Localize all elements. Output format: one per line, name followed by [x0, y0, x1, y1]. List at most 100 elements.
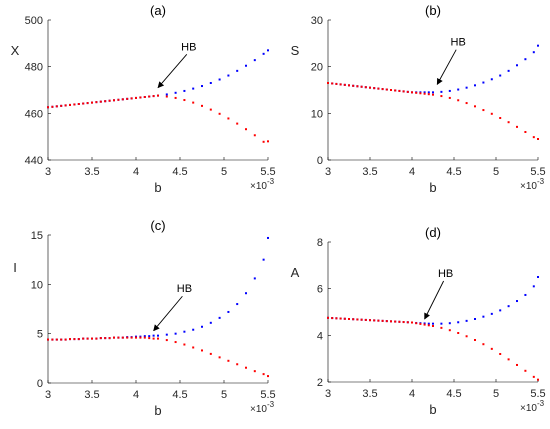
data-point [126, 336, 129, 339]
x-tick-label: 4.5 [446, 388, 461, 400]
data-point [201, 349, 203, 352]
series-upper [327, 276, 539, 325]
data-point [201, 325, 203, 328]
data-point [532, 136, 535, 139]
annotation-arrow [153, 295, 183, 332]
data-point [343, 83, 346, 86]
chart-panel-2: 3 3.5 4 4.5 5 5.5 0 10 20 30 (b) b S ×10-3 HB [291, 3, 546, 195]
data-point [218, 112, 221, 115]
x-tick-label: 5 [493, 388, 499, 400]
y-tick-label: 4 [317, 330, 323, 342]
data-point [327, 82, 329, 84]
data-point [423, 322, 426, 325]
data-point [360, 318, 363, 321]
data-point [82, 337, 85, 340]
data-point [490, 78, 493, 81]
annotation-arrow [424, 280, 445, 320]
data-point [192, 346, 195, 349]
data-point [516, 363, 518, 366]
data-point [427, 93, 430, 96]
y-tick-label: 5 [37, 329, 43, 341]
data-point [448, 96, 451, 99]
data-point [209, 352, 212, 355]
series-upper [327, 44, 539, 94]
data-point [148, 337, 151, 340]
data-point [348, 318, 350, 320]
data-point [423, 92, 426, 95]
data-point [360, 85, 363, 88]
data-point [157, 334, 159, 337]
data-point [64, 104, 67, 107]
chart-panel-1: 3 3.5 4 4.5 5 5.5 440 460 480 500 (a) b X ×10-3 HB [11, 3, 276, 195]
x-exponent-power: -3 [267, 400, 275, 409]
y-tick-label: 8 [317, 237, 323, 249]
data-point [440, 95, 443, 98]
data-point [99, 337, 102, 340]
data-point [432, 325, 434, 327]
x-axis-label: b [429, 180, 436, 195]
data-point [227, 117, 230, 120]
data-point [457, 88, 460, 91]
data-point [64, 338, 67, 341]
data-point [381, 319, 384, 322]
data-point [419, 322, 422, 325]
data-point [209, 108, 212, 111]
data-point [432, 322, 434, 325]
data-point [394, 89, 397, 92]
data-point [104, 337, 107, 340]
y-tick-label: 6 [317, 284, 323, 296]
data-point [218, 78, 221, 81]
chart-panel-4: 3 3.5 4 4.5 5 5.5 2 4 6 8 (d) b A ×10-3 HB [291, 225, 546, 417]
data-point [532, 375, 535, 378]
y-tick-label: 0 [317, 155, 323, 167]
x-tick-label: 3.5 [84, 166, 99, 178]
data-point [69, 103, 71, 106]
data-point [253, 277, 256, 280]
data-point [507, 69, 510, 72]
annotation-label: HB [451, 37, 466, 49]
data-point [482, 109, 485, 112]
data-point [183, 330, 186, 333]
data-point [73, 338, 76, 341]
data-point [474, 339, 476, 341]
data-point [402, 321, 405, 324]
data-point [537, 44, 539, 47]
data-point [165, 95, 168, 98]
x-axis-label: b [154, 403, 161, 418]
y-tick-label: 0 [37, 378, 43, 390]
annotation-arrow [436, 49, 457, 85]
x-tick-label: 5 [493, 166, 499, 178]
data-point [117, 98, 120, 101]
data-point [390, 320, 392, 323]
series-upper [47, 49, 269, 109]
data-point [121, 98, 124, 101]
y-tick-label: 440 [25, 155, 43, 167]
data-point [423, 91, 426, 94]
data-point [152, 95, 155, 98]
data-point [47, 106, 49, 109]
y-axis-label: X [11, 43, 20, 58]
annotation-label: HB [181, 41, 196, 53]
data-point [448, 322, 451, 325]
data-point [227, 74, 230, 77]
x-exponent-label: ×10-3 [520, 399, 545, 414]
y-axis-label: I [13, 260, 17, 275]
y-axis-label: S [291, 43, 300, 58]
x-exponent-label: ×10-3 [250, 177, 275, 192]
data-point [419, 92, 422, 95]
data-point [343, 317, 346, 320]
data-point [457, 332, 460, 334]
y-tick-label: 10 [31, 279, 43, 291]
series-lower [47, 94, 269, 143]
data-point [499, 353, 502, 355]
data-point [356, 318, 359, 321]
data-point [339, 83, 342, 86]
x-axis-label: b [154, 180, 161, 195]
data-point [524, 369, 527, 372]
data-point [201, 85, 203, 88]
annotation-arrow [157, 54, 188, 89]
x-exponent-power: -3 [537, 177, 545, 186]
data-point [524, 293, 527, 296]
data-point [348, 84, 350, 87]
data-point [537, 276, 539, 278]
